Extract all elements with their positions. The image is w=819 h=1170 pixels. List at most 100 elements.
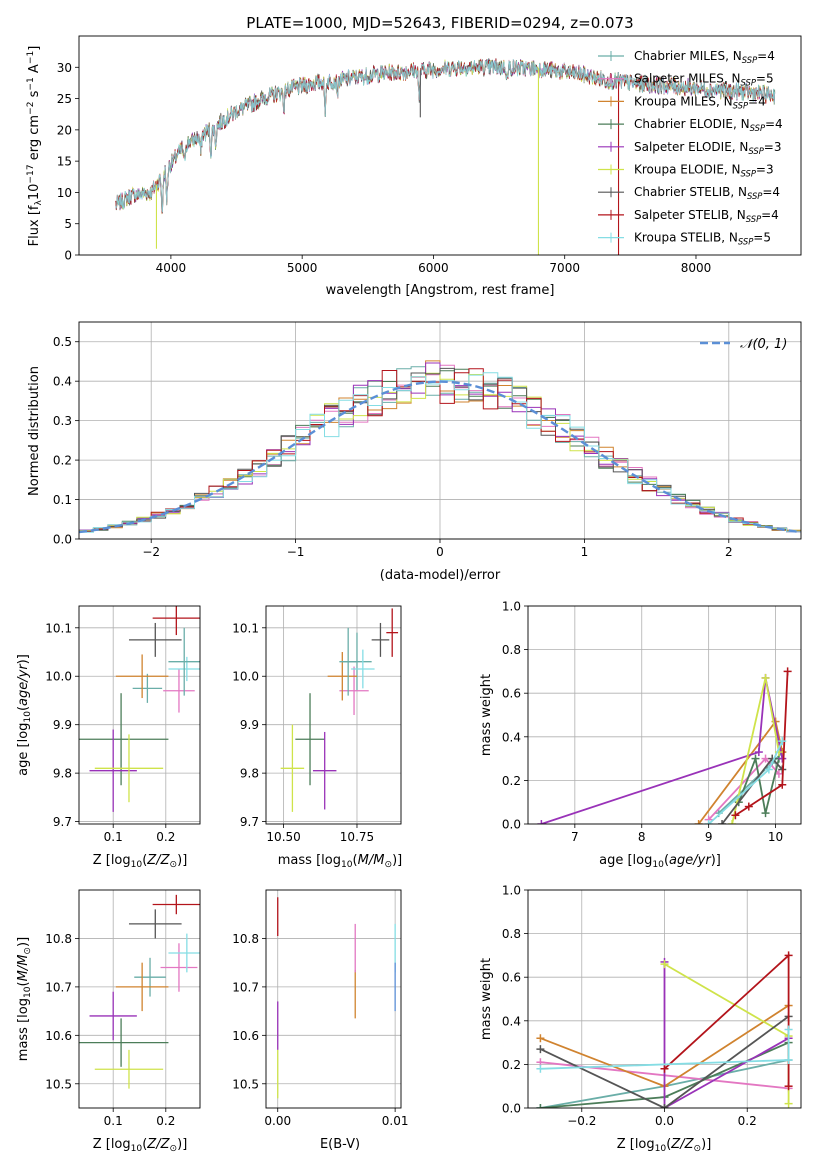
- y-tick-label: 0.8: [502, 643, 521, 657]
- y-tick-label: 9.8: [53, 767, 72, 781]
- plot-area: [537, 667, 792, 824]
- y-tick-label: 10.6: [45, 1029, 72, 1043]
- x-tick-label: −1: [287, 545, 305, 559]
- y-tick-label: 10.5: [45, 1077, 72, 1091]
- x-tick-label: 7: [571, 830, 579, 844]
- y-tick-label: 0.2: [502, 1058, 521, 1072]
- x-tick-label: 7000: [549, 261, 580, 275]
- axes-frame: [527, 889, 802, 1109]
- spectrum-line: [115, 59, 776, 213]
- y-tick-label: 0.0: [502, 1102, 521, 1116]
- grid: [266, 890, 401, 1108]
- y-tick-label: 0.4: [53, 375, 72, 389]
- legend-entry: Kroupa STELIB, NSSP=5: [634, 231, 771, 247]
- y-tick-label: 10: [57, 186, 72, 200]
- x-axis-label: age [log10(age/yr)]: [599, 853, 721, 870]
- mass-age-panel: 10.50 10.75 9.7 9.8 9.9 10.0 10.1 mass [log10(M…: [232, 605, 402, 870]
- x-tick-label: 8000: [681, 261, 712, 275]
- x-axis-label: Z [log10(Z/Z⊙)]: [617, 1137, 712, 1154]
- y-tick-label: 10.0: [45, 670, 72, 684]
- axes-frame: [527, 605, 802, 825]
- legend-entry: Salpeter MILES, NSSP=5: [634, 72, 774, 88]
- axes-frame: [78, 889, 201, 1109]
- axes-frame: [265, 889, 402, 1109]
- legend-entry: Chabrier STELIB, NSSP=4: [634, 185, 780, 201]
- chart-title: PLATE=1000, MJD=52643, FIBERID=0294, z=0…: [246, 14, 633, 32]
- y-axis-label: mass weight: [479, 958, 494, 1040]
- y-axis-label: mass weight: [479, 674, 494, 756]
- frame: −0.2 0.0 0.2 0.0 0.2 0.4 0.6 0.8 1.0 Z [log10(Z/Z…: [479, 884, 802, 1154]
- x-tick-label: 0.00: [264, 1114, 291, 1128]
- plot-area: [115, 58, 776, 255]
- y-tick-label: 0.5: [53, 335, 72, 349]
- weight-line: [540, 1015, 790, 1108]
- x-tick-label: 0.0: [655, 1114, 674, 1128]
- y-tick-label: 5: [64, 217, 72, 231]
- x-tick-label: 0.2: [156, 830, 175, 844]
- axes-frame: [78, 321, 802, 540]
- y-tick-label: 10.5: [232, 1077, 259, 1091]
- x-tick-label: 0.2: [156, 1114, 175, 1128]
- legend: 𝒩(0, 1): [700, 337, 787, 352]
- legend: Chabrier MILES, NSSP=4 Salpeter MILES, NS…: [598, 49, 783, 247]
- y-tick-label: 1.0: [502, 600, 521, 614]
- legend-entry: Kroupa MILES, NSSP=4: [634, 94, 766, 110]
- y-tick-label: 0.4: [502, 1014, 521, 1028]
- x-axis-label: Z [log10(Z/Z⊙)]: [93, 1137, 188, 1154]
- y-tick-label: 0.8: [502, 927, 521, 941]
- y-tick-label: 9.7: [240, 815, 259, 829]
- legend-entry: Salpeter ELODIE, NSSP=3: [634, 140, 782, 156]
- age-weight-panel: 7 8 9 10 0.0 0.2 0.4 0.6 0.8 1.0 age [log10(age/yr…: [479, 600, 802, 870]
- x-axis-label: Z [log10(Z/Z⊙)]: [93, 853, 188, 870]
- y-tick-label: 9.7: [53, 815, 72, 829]
- y-axis-label: Normed distribution: [27, 366, 42, 496]
- y-tick-label: 0.6: [502, 687, 521, 701]
- y-tick-label: 10.6: [232, 1029, 259, 1043]
- grid: [266, 606, 401, 824]
- x-tick-label: 5000: [287, 261, 318, 275]
- frame: 7 8 9 10 0.0 0.2 0.4 0.6 0.8 1.0 age [log10(age/yr…: [479, 600, 802, 870]
- plot-area: [277, 897, 396, 1099]
- normal-curve: [79, 380, 801, 534]
- y-tick-label: 9.8: [240, 767, 259, 781]
- x-tick-label: 1: [581, 545, 589, 559]
- x-tick-label: 0.2: [738, 1114, 757, 1128]
- y-tick-label: 10.8: [232, 932, 259, 946]
- ebv-mass-panel: 0.00 0.01 10.5 10.6 10.7 10.8 E(B-V): [232, 889, 409, 1152]
- legend-entry: Chabrier MILES, NSSP=4: [634, 49, 775, 65]
- z-mass-panel: 0.1 0.2 10.5 10.6 10.7 10.8 Z [log10(Z/Z⊙)] mas…: [16, 889, 201, 1154]
- z-weight-panel: −0.2 0.0 0.2 0.0 0.2 0.4 0.6 0.8 1.0 Z [log10(Z/Z…: [479, 884, 802, 1154]
- residual-histogram: −2 −1 0 1 2 0.0 0.1 0.2 0.3 0.4 0.5 (data-model)/er…: [27, 321, 802, 583]
- y-tick-label: 20: [57, 123, 72, 137]
- z-age-panel: 0.1 0.2 9.7 9.8 9.9 10.0 10.1 Z [log10(Z/Z⊙)] ag…: [16, 605, 201, 870]
- y-tick-label: 0.6: [502, 971, 521, 985]
- x-tick-label: 0.1: [104, 1114, 123, 1128]
- y-tick-label: 10.0: [232, 670, 259, 684]
- x-tick-label: 0.1: [104, 830, 123, 844]
- grid: [79, 606, 200, 824]
- y-tick-label: 0.4: [502, 730, 521, 744]
- y-tick-label: 1.0: [502, 884, 521, 898]
- plot-area: [536, 951, 793, 1108]
- weight-line: [737, 755, 780, 814]
- plot-area: [280, 608, 399, 812]
- x-tick-label: 10.75: [340, 830, 374, 844]
- y-tick-label: 0.0: [53, 533, 72, 547]
- y-tick-label: 10.7: [45, 980, 72, 994]
- x-axis-label: E(B-V): [320, 1137, 360, 1152]
- legend-entry: Salpeter STELIB, NSSP=4: [634, 208, 779, 224]
- weight-line: [734, 671, 789, 817]
- legend-entry: Kroupa ELODIE, NSSP=3: [634, 163, 774, 179]
- x-tick-label: 0: [436, 545, 444, 559]
- frame: −2 −1 0 1 2 0.0 0.1 0.2 0.3 0.4 0.5 (data-model)/er…: [27, 321, 802, 583]
- frame: 0.1 0.2 10.5 10.6 10.7 10.8 Z [log10(Z/Z⊙)] mas…: [16, 889, 201, 1154]
- y-tick-label: 30: [57, 61, 72, 75]
- spectrum-panel: 4000 5000 6000 7000 8000 0 5 10 15 20 25 30 PLATE=10…: [26, 14, 802, 298]
- grid: [528, 605, 801, 825]
- y-tick-label: 0: [64, 249, 72, 263]
- y-axis-label: mass [log10(M/M⊙)]: [16, 937, 33, 1061]
- x-tick-label: 0.01: [382, 1114, 409, 1128]
- x-tick-label: 10.50: [266, 830, 300, 844]
- y-tick-label: 10.7: [232, 980, 259, 994]
- frame: 0.1 0.2 9.7 9.8 9.9 10.0 10.1 Z [log10(Z/Z⊙)] ag…: [16, 605, 201, 870]
